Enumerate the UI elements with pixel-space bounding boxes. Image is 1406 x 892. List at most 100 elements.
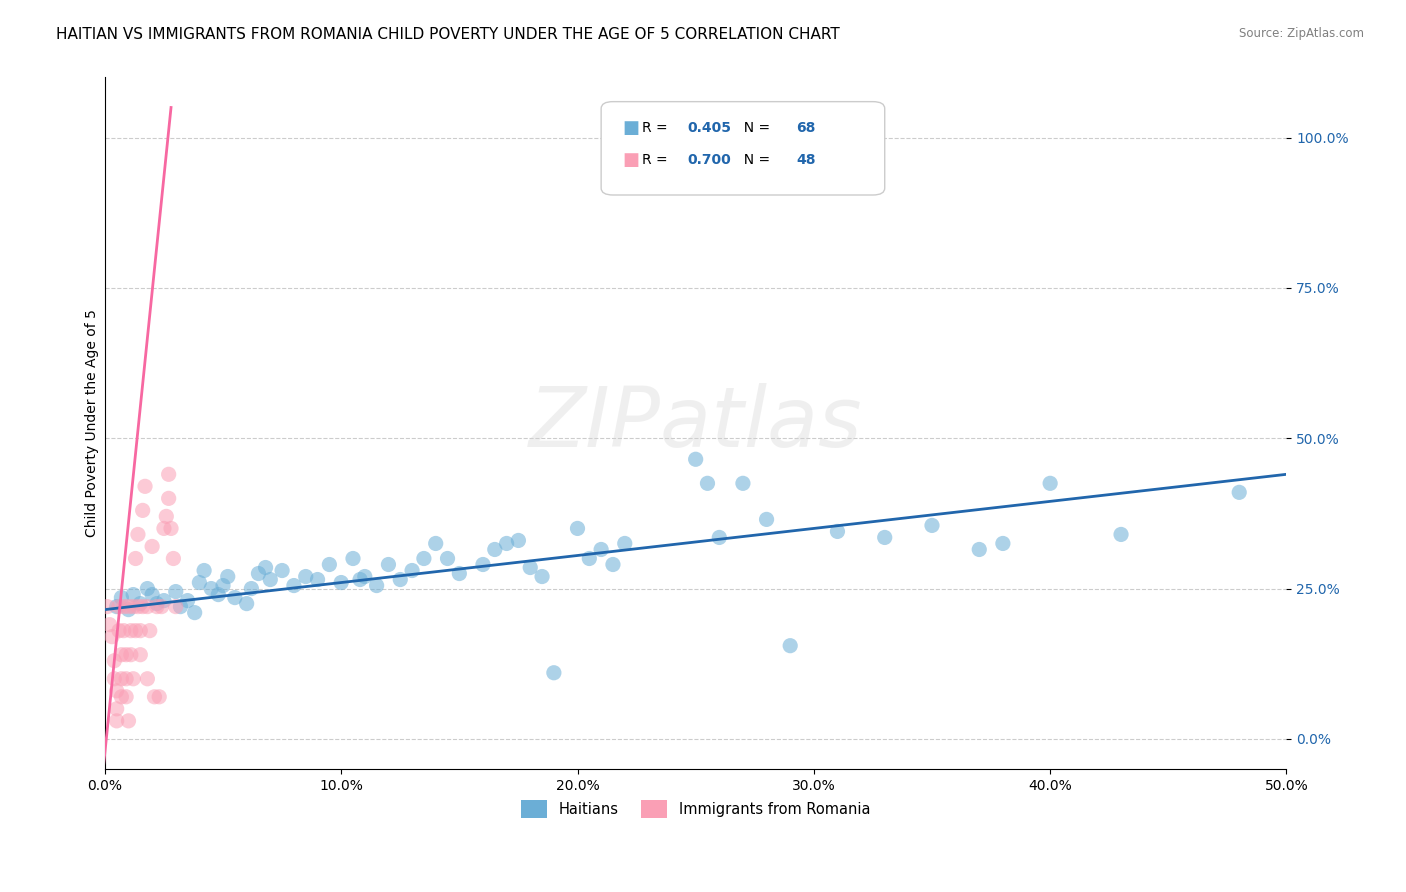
Point [921, 518, 943, 533]
Point [146, 599, 169, 614]
Point [217, 569, 239, 583]
Point [122, 599, 145, 614]
Point [602, 558, 624, 572]
Point [115, 690, 138, 704]
Point [150, 599, 173, 614]
Point [157, 491, 180, 506]
Point [131, 599, 153, 614]
Point [153, 593, 176, 607]
Text: R =: R = [643, 153, 672, 168]
Point [1109, 527, 1132, 541]
Text: 48: 48 [796, 153, 815, 168]
Text: HAITIAN VS IMMIGRANTS FROM ROMANIA CHILD POVERTY UNDER THE AGE OF 5 CORRELATION : HAITIAN VS IMMIGRANTS FROM ROMANIA CHILD… [56, 27, 839, 42]
Point [207, 588, 229, 602]
Point [127, 599, 149, 614]
Point [120, 624, 142, 638]
Point [117, 602, 139, 616]
Point [122, 672, 145, 686]
Point [115, 648, 138, 662]
Point [271, 564, 294, 578]
Point [578, 551, 600, 566]
Point [108, 599, 131, 614]
Text: 0.700: 0.700 [688, 153, 731, 168]
Point [1227, 485, 1250, 500]
Point [127, 527, 149, 541]
Text: ZIPatlas: ZIPatlas [529, 383, 862, 464]
Point [165, 584, 187, 599]
Point [731, 476, 754, 491]
Point [967, 542, 990, 557]
Point [124, 624, 146, 638]
Point [176, 593, 198, 607]
Point [112, 624, 135, 638]
Point [240, 582, 263, 596]
Point [160, 521, 183, 535]
Point [254, 560, 277, 574]
Point [389, 573, 412, 587]
Text: 68: 68 [796, 121, 815, 135]
Legend: Haitians, Immigrants from Romania: Haitians, Immigrants from Romania [515, 795, 876, 824]
Point [436, 551, 458, 566]
Point [567, 521, 589, 535]
Y-axis label: Child Poverty Under the Age of 5: Child Poverty Under the Age of 5 [86, 310, 100, 537]
Point [117, 714, 139, 728]
Point [495, 536, 517, 550]
Point [591, 542, 613, 557]
Point [212, 578, 235, 592]
Point [122, 588, 145, 602]
Point [136, 599, 159, 614]
Point [425, 536, 447, 550]
Point [873, 531, 896, 545]
Point [101, 630, 124, 644]
Point [169, 599, 191, 614]
FancyBboxPatch shape [602, 102, 884, 195]
Text: 0.405: 0.405 [688, 121, 731, 135]
Point [519, 560, 541, 574]
Point [188, 575, 211, 590]
Point [103, 672, 125, 686]
Point [115, 672, 138, 686]
Point [318, 558, 340, 572]
Point [129, 597, 152, 611]
Point [353, 569, 375, 583]
Point [153, 521, 176, 535]
Point [112, 599, 135, 614]
Point [162, 551, 184, 566]
Point [543, 665, 565, 680]
Point [484, 542, 506, 557]
Point [124, 551, 146, 566]
Point [141, 588, 163, 602]
Text: R =: R = [643, 121, 672, 135]
Point [148, 690, 170, 704]
Point [779, 639, 801, 653]
Point [129, 624, 152, 638]
Point [129, 648, 152, 662]
Point [307, 573, 329, 587]
Point [105, 714, 128, 728]
Text: ■: ■ [623, 119, 640, 136]
Point [294, 569, 316, 583]
Point [131, 503, 153, 517]
Point [110, 648, 132, 662]
Point [377, 558, 399, 572]
Point [709, 531, 731, 545]
Point [508, 533, 530, 548]
Point [146, 597, 169, 611]
Point [259, 573, 281, 587]
Point [827, 524, 849, 539]
Point [224, 591, 246, 605]
Point [349, 573, 371, 587]
Point [110, 591, 132, 605]
Point [105, 702, 128, 716]
Text: N =: N = [735, 153, 775, 168]
Point [685, 452, 707, 467]
Point [613, 536, 636, 550]
Point [120, 648, 142, 662]
Point [96, 599, 118, 614]
Point [110, 690, 132, 704]
Point [165, 599, 187, 614]
Point [117, 599, 139, 614]
Text: ■: ■ [623, 152, 640, 169]
Point [108, 624, 131, 638]
Point [330, 575, 353, 590]
